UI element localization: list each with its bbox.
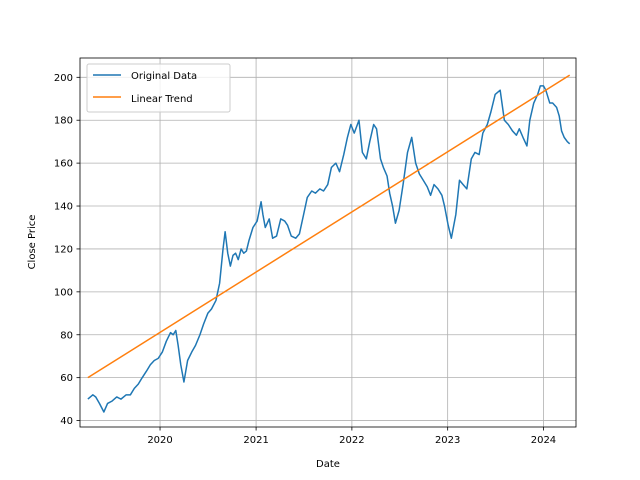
plot-frame bbox=[79, 57, 577, 428]
x-tick-label: 2020 bbox=[147, 435, 172, 446]
plot-area bbox=[80, 58, 576, 427]
x-axis: 2020 2021 2022 2023 2024 bbox=[147, 427, 556, 446]
x-axis-title: Date bbox=[316, 459, 340, 470]
x-tick-label: 2022 bbox=[339, 435, 364, 446]
y-tick-label: 80 bbox=[60, 330, 73, 341]
legend-label-linear-trend: Linear Trend bbox=[131, 94, 193, 105]
y-tick-label: 160 bbox=[54, 159, 73, 170]
y-tick-label: 100 bbox=[54, 287, 73, 298]
legend-label-original-data: Original Data bbox=[131, 71, 197, 82]
legend: Original Data Linear Trend bbox=[86, 63, 231, 113]
y-tick-label: 200 bbox=[54, 73, 73, 84]
gridlines bbox=[80, 58, 576, 427]
x-tick-label: 2023 bbox=[435, 435, 460, 446]
x-tick-label: 2021 bbox=[243, 435, 268, 446]
y-axis-title: Close Price bbox=[27, 215, 38, 270]
legend-box bbox=[86, 63, 231, 113]
y-axis: 40 60 80 100 120 140 160 180 200 bbox=[54, 73, 80, 427]
y-tick-label: 60 bbox=[60, 373, 73, 384]
y-tick-label: 140 bbox=[54, 202, 73, 213]
series-line-original-data bbox=[87, 85, 571, 413]
y-tick-label: 120 bbox=[54, 244, 73, 255]
y-tick-label: 180 bbox=[54, 116, 73, 127]
series-line-linear-trend bbox=[87, 74, 571, 379]
y-tick-label: 40 bbox=[60, 416, 73, 427]
series-layer bbox=[87, 74, 571, 413]
x-tick-label: 2024 bbox=[531, 435, 556, 446]
